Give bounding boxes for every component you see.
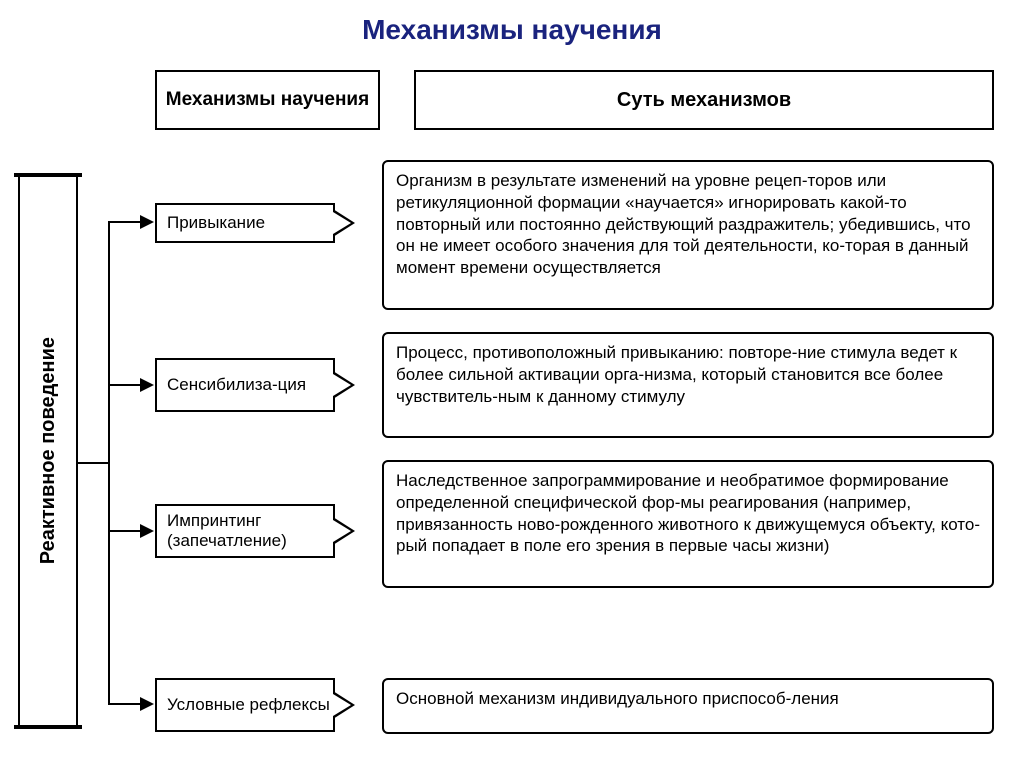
sidebar-label: Реактивное поведение (37, 337, 60, 564)
mechanism-box: Привыкание (155, 203, 335, 243)
connector-branch (108, 703, 140, 705)
header-essence: Суть механизмов (414, 70, 994, 130)
page-title: Механизмы научения (0, 0, 1024, 46)
description-box: Основной механизм индивидуального приспо… (382, 678, 994, 734)
header-mechanisms: Механизмы научения (155, 70, 380, 130)
connector-arrowhead (140, 215, 154, 229)
connector-branch (108, 221, 140, 223)
connector-arrowhead (140, 524, 154, 538)
mechanism-box: Импринтинг (запечатление) (155, 504, 335, 558)
connector-branch (108, 530, 140, 532)
mechanism-box: Сенсибилиза-ция (155, 358, 335, 412)
connector-arrowhead (140, 378, 154, 392)
sidebar-to-trunk (78, 462, 110, 464)
sidebar-accent-top (14, 173, 82, 177)
description-box: Процесс, противоположный привыканию: пов… (382, 332, 994, 438)
connector-branch (108, 384, 140, 386)
description-box: Наследственное запрограммирование и необ… (382, 460, 994, 588)
description-box: Организм в результате изменений на уровн… (382, 160, 994, 310)
mechanism-box: Условные рефлексы (155, 678, 335, 732)
sidebar-reactive-behavior: Реактивное поведение (18, 175, 78, 727)
connector-arrowhead (140, 697, 154, 711)
sidebar-accent-bottom (14, 725, 82, 729)
